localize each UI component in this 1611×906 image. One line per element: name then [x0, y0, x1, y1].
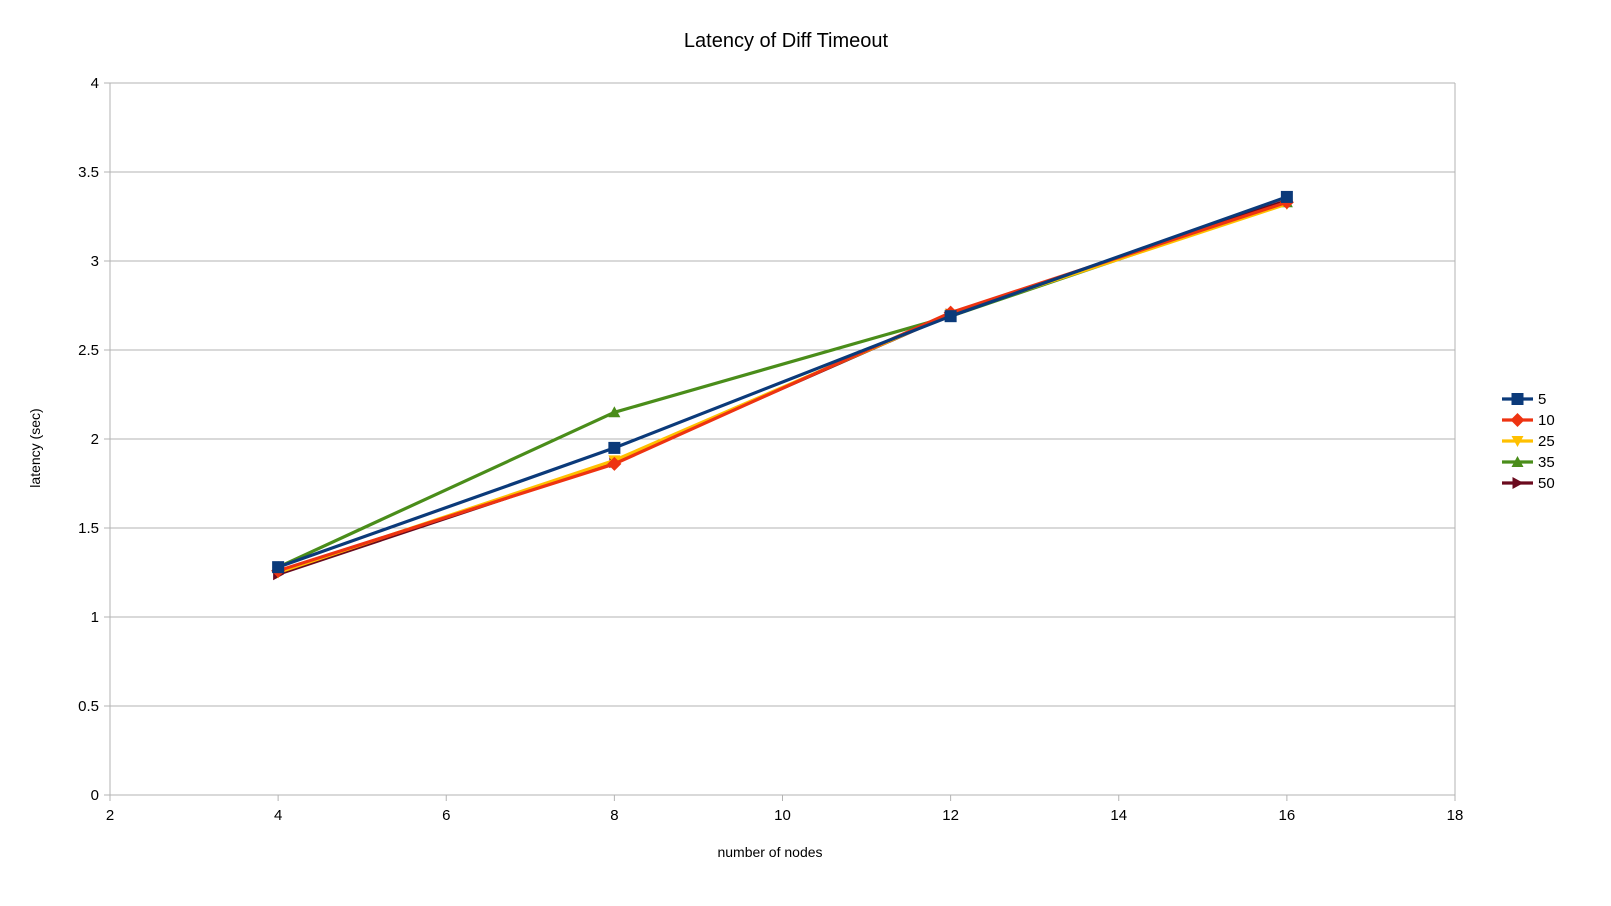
y-tick-label-7: 3.5 — [78, 164, 99, 181]
legend-marker-10 — [1510, 413, 1525, 427]
series-5 — [272, 190, 1293, 574]
data-point-35-1 — [608, 406, 621, 418]
x-tick-label-3: 8 — [610, 807, 618, 824]
data-point-5-1 — [608, 441, 621, 454]
x-axis-label: number of nodes — [717, 844, 822, 860]
x-tick-label-7: 16 — [1279, 807, 1296, 824]
legend-label-50: 50 — [1538, 475, 1555, 492]
y-axis-label: latency (sec) — [27, 408, 43, 487]
x-tick-label-6: 14 — [1110, 807, 1127, 824]
legend-marker-35 — [1511, 456, 1524, 467]
data-point-5-0 — [272, 561, 285, 574]
x-tick-label-2: 6 — [442, 807, 450, 824]
legend-item-25: 25 — [1502, 433, 1555, 450]
axes — [104, 82, 1456, 801]
legend-item-35: 35 — [1502, 454, 1555, 471]
data-point-5-2 — [944, 310, 957, 323]
y-tick-label-5: 2.5 — [78, 342, 99, 359]
legend-label-25: 25 — [1538, 433, 1555, 450]
legend-label-35: 35 — [1538, 454, 1555, 471]
legend-label-10: 10 — [1538, 412, 1555, 429]
y-tick-label-4: 2 — [91, 431, 99, 448]
legend-marker-5 — [1511, 393, 1524, 405]
x-tick-label-5: 12 — [942, 807, 959, 824]
x-tick-label-8: 18 — [1447, 807, 1464, 824]
legend-marker-50 — [1512, 477, 1524, 489]
x-tick-label-1: 4 — [274, 807, 282, 824]
y-tick-label-8: 4 — [91, 75, 99, 92]
data-point-5-3 — [1280, 190, 1293, 203]
series-line-5 — [276, 195, 1289, 569]
y-tick-label-6: 3 — [91, 253, 99, 270]
y-tick-label-0: 0 — [91, 787, 99, 804]
y-tick-label-3: 1.5 — [78, 520, 99, 537]
series-lines — [271, 190, 1294, 581]
legend-label-5: 5 — [1538, 391, 1546, 408]
legend-item-5: 5 — [1502, 391, 1546, 408]
x-tick-label-0: 2 — [106, 807, 114, 824]
y-tick-label-2: 1 — [91, 609, 99, 626]
legend-item-50: 50 — [1502, 475, 1555, 492]
tick-labels: 0 0.5 1 1.5 2 2.5 3 3.5 4 2 4 6 8 10 12 14 16 18 — [78, 75, 1463, 824]
chart-title: Latency of Diff Timeout — [684, 30, 889, 52]
gridlines — [110, 82, 1455, 796]
legend-item-10: 10 — [1502, 412, 1555, 429]
legend-marker-25 — [1511, 436, 1524, 447]
data-point-10-1 — [607, 456, 622, 471]
legend: 5 10 25 35 50 — [1502, 391, 1555, 492]
x-tick-label-4: 10 — [774, 807, 791, 824]
y-tick-label-1: 0.5 — [78, 698, 99, 715]
